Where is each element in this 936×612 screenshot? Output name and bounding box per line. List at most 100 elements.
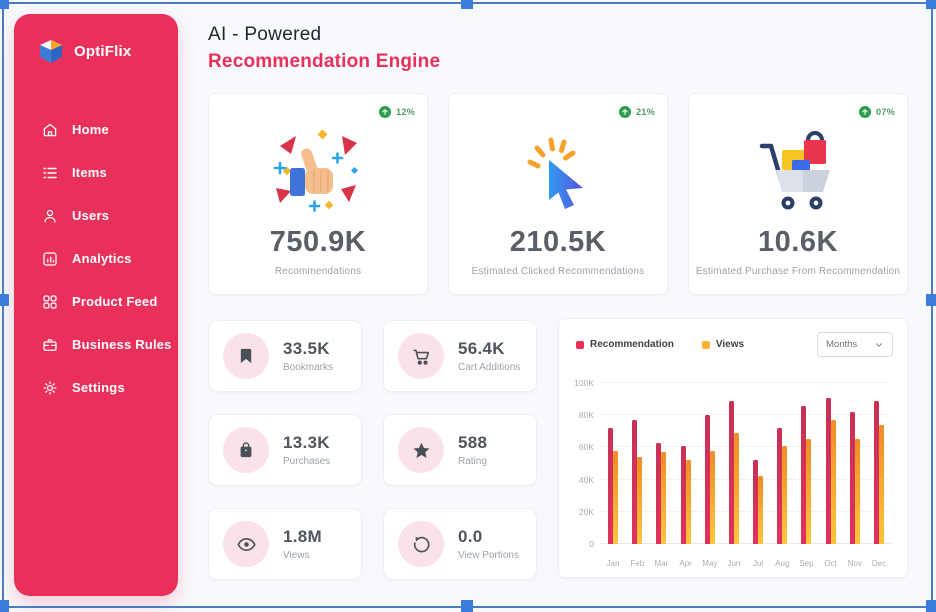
page-title-line1: AI - Powered xyxy=(208,24,322,45)
x-tick-label: Aug xyxy=(775,559,790,568)
bar-views-jul xyxy=(758,476,764,544)
mini-card-view-portions: 0.0 View Portions xyxy=(383,508,537,580)
x-tick-label: Dec xyxy=(871,559,887,568)
bar-recommendation-sep xyxy=(801,405,807,544)
mini-card-views: 1.8M Views xyxy=(208,508,362,580)
y-tick-label: 40K xyxy=(578,474,594,485)
bar-group-sep xyxy=(794,383,818,544)
bar-group-jun xyxy=(722,383,746,544)
mini-card-cart-additions: 56.4K Cart Additions xyxy=(383,320,537,392)
badge-percent: 07% xyxy=(876,107,895,117)
growth-badge: 07% xyxy=(859,106,895,118)
bar-views-nov xyxy=(854,439,860,544)
mini-value: 0.0 xyxy=(458,527,483,546)
stat-label: Estimated Purchase From Recommendation xyxy=(695,266,901,277)
page-title: AI - Powered Recommendation Engine xyxy=(208,24,440,73)
bar-recommendation-jul xyxy=(753,460,759,544)
user-icon xyxy=(41,207,59,225)
growth-badge: 12% xyxy=(379,106,415,118)
mini-card-rating: 588 Rating xyxy=(383,414,537,486)
legend-item-views[interactable]: Views xyxy=(701,339,745,350)
sidebar-item-product-feed[interactable]: Product Feed xyxy=(14,280,178,323)
badge-percent: 21% xyxy=(636,107,655,117)
sidebar-item-label: Business Rules xyxy=(72,337,172,352)
optiflix-logo-icon xyxy=(40,40,62,63)
bar-group-apr xyxy=(674,383,698,544)
y-tick-label: 60K xyxy=(578,442,594,453)
y-tick-label: 100K xyxy=(574,378,594,388)
bar-views-may xyxy=(709,450,715,544)
y-tick-label: 80K xyxy=(578,410,594,421)
gridline xyxy=(601,382,891,383)
mini-label: Purchases xyxy=(283,456,331,467)
cart-icon xyxy=(398,333,444,379)
selection-handle-top-center[interactable] xyxy=(461,0,473,9)
bar-views-mar xyxy=(661,452,667,544)
arrow-up-icon xyxy=(379,106,392,118)
selection-handle-bottom-center[interactable] xyxy=(461,600,473,612)
bar-group-may xyxy=(698,383,722,544)
bar-group-jul xyxy=(746,383,770,544)
mini-value: 588 xyxy=(458,433,488,452)
briefcase-icon xyxy=(41,336,59,354)
cursor-click-illustration xyxy=(527,137,583,209)
period-dropdown[interactable]: Months xyxy=(817,332,893,357)
selection-handle-middle-right[interactable] xyxy=(926,294,936,306)
star-icon xyxy=(398,427,444,473)
mini-card-bookmarks: 33.5K Bookmarks xyxy=(208,320,362,392)
sidebar-item-settings[interactable]: Settings xyxy=(14,366,178,409)
bar-group-feb xyxy=(625,383,649,544)
chart-header: Recommendation Views Months xyxy=(559,319,907,357)
bar-group-dec xyxy=(867,383,891,544)
bar-recommendation-aug xyxy=(777,428,783,544)
bar-recommendation-jan xyxy=(608,428,614,544)
selection-handle-top-left[interactable] xyxy=(0,0,9,9)
sidebar-item-analytics[interactable]: Analytics xyxy=(14,237,178,280)
bar-group-nov xyxy=(843,383,867,544)
mini-value: 1.8M xyxy=(283,527,322,546)
sidebar-item-home[interactable]: Home xyxy=(14,108,178,151)
x-tick-label: Oct xyxy=(824,559,837,568)
sidebar-item-label: Users xyxy=(72,208,110,223)
chart-plot-area: 0 20K 40K 60K 80K 100K xyxy=(574,378,891,549)
sidebar-menu: Home Items Users Analyt xyxy=(14,108,178,409)
legend-label: Views xyxy=(715,339,745,350)
gridline xyxy=(601,543,891,544)
list-icon xyxy=(41,164,59,182)
badge-percent: 12% xyxy=(396,107,415,117)
x-tick-label: Nov xyxy=(847,559,862,568)
stat-label: Estimated Clicked Recommendations xyxy=(471,266,645,277)
eye-icon xyxy=(223,521,269,567)
bar-recommendation-nov xyxy=(849,411,855,544)
gridline xyxy=(601,510,891,512)
selection-handle-bottom-left[interactable] xyxy=(0,600,9,612)
sidebar-item-items[interactable]: Items xyxy=(14,151,178,194)
chevron-down-icon xyxy=(875,342,883,347)
bag-icon xyxy=(223,427,269,473)
mini-label: Rating xyxy=(458,456,487,467)
selection-handle-bottom-right[interactable] xyxy=(926,600,936,612)
stat-card-recommendations: 12% 750.9K Recommendations xyxy=(208,93,428,295)
legend-swatch-views xyxy=(701,340,710,349)
mini-label: Views xyxy=(283,550,310,561)
mini-value: 56.4K xyxy=(458,339,505,358)
sidebar-item-users[interactable]: Users xyxy=(14,194,178,237)
sidebar-item-label: Settings xyxy=(72,380,125,395)
x-tick-label: Feb xyxy=(630,559,645,568)
bar-views-aug xyxy=(782,445,788,544)
stat-value: 10.6K xyxy=(758,226,838,258)
selection-handle-middle-left[interactable] xyxy=(0,294,9,306)
legend-item-recommendation[interactable]: Recommendation xyxy=(576,339,674,350)
sidebar-item-business-rules[interactable]: Business Rules xyxy=(14,323,178,366)
period-dropdown-value: Months xyxy=(826,339,858,350)
bar-views-dec xyxy=(878,424,884,544)
chart-bars xyxy=(601,383,891,544)
bar-views-sep xyxy=(806,439,812,544)
gridline xyxy=(601,478,891,480)
legend-label: Recommendation xyxy=(590,339,674,350)
legend-swatch-recommendation xyxy=(576,340,584,349)
sidebar: OptiFlix Home Items U xyxy=(14,14,178,596)
bar-recommendation-dec xyxy=(873,400,879,544)
selection-handle-top-right[interactable] xyxy=(926,0,936,9)
chart-card: Recommendation Views Months 0 20K 40K 60K 80… xyxy=(558,318,908,578)
